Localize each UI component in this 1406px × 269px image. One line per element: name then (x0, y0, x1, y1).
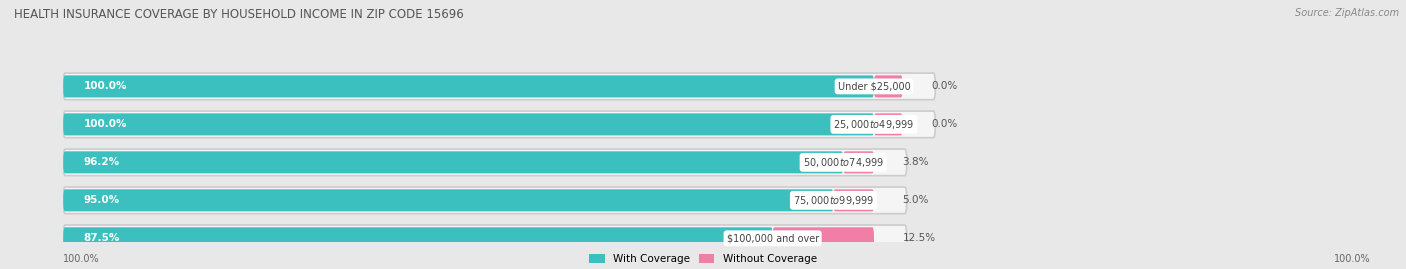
Text: 100.0%: 100.0% (63, 254, 100, 264)
Text: $100,000 and over: $100,000 and over (727, 233, 818, 243)
Text: 5.0%: 5.0% (903, 195, 929, 205)
FancyBboxPatch shape (63, 225, 907, 252)
Text: $75,000 to $99,999: $75,000 to $99,999 (793, 194, 875, 207)
Text: $50,000 to $74,999: $50,000 to $74,999 (803, 156, 884, 169)
FancyBboxPatch shape (63, 113, 875, 135)
Text: Under $25,000: Under $25,000 (838, 82, 910, 91)
FancyBboxPatch shape (63, 187, 907, 214)
Text: 0.0%: 0.0% (931, 119, 957, 129)
Text: 96.2%: 96.2% (84, 157, 120, 167)
FancyBboxPatch shape (63, 151, 844, 173)
FancyBboxPatch shape (844, 151, 875, 173)
Text: 100.0%: 100.0% (84, 119, 127, 129)
Legend: With Coverage, Without Coverage: With Coverage, Without Coverage (589, 254, 817, 264)
Text: Source: ZipAtlas.com: Source: ZipAtlas.com (1295, 8, 1399, 18)
Text: HEALTH INSURANCE COVERAGE BY HOUSEHOLD INCOME IN ZIP CODE 15696: HEALTH INSURANCE COVERAGE BY HOUSEHOLD I… (14, 8, 464, 21)
FancyBboxPatch shape (63, 75, 875, 97)
Text: 12.5%: 12.5% (903, 233, 936, 243)
FancyBboxPatch shape (773, 227, 875, 249)
FancyBboxPatch shape (63, 73, 935, 100)
FancyBboxPatch shape (63, 111, 935, 138)
Text: 100.0%: 100.0% (84, 82, 127, 91)
Text: 100.0%: 100.0% (1334, 254, 1371, 264)
FancyBboxPatch shape (834, 189, 875, 211)
Text: 87.5%: 87.5% (84, 233, 120, 243)
Text: 0.0%: 0.0% (931, 82, 957, 91)
FancyBboxPatch shape (63, 149, 907, 176)
FancyBboxPatch shape (63, 227, 773, 249)
FancyBboxPatch shape (875, 75, 903, 97)
Text: $25,000 to $49,999: $25,000 to $49,999 (834, 118, 914, 131)
Text: 95.0%: 95.0% (84, 195, 120, 205)
Text: 3.8%: 3.8% (903, 157, 929, 167)
FancyBboxPatch shape (63, 189, 834, 211)
FancyBboxPatch shape (875, 113, 903, 135)
